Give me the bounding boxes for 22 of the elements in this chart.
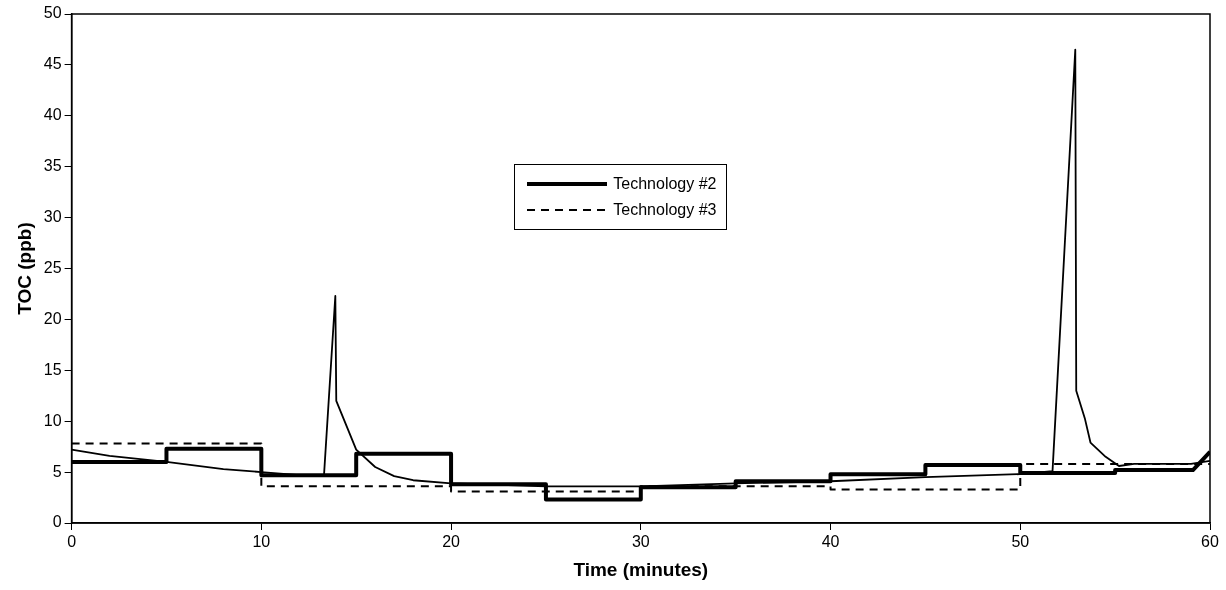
x-tick-label: 60 [1201, 533, 1219, 551]
x-axis-title: Time (minutes) [573, 558, 709, 580]
x-tick-label: 50 [1011, 533, 1030, 551]
x-tick-label: 30 [631, 533, 650, 551]
y-tick-label: 50 [43, 4, 62, 22]
legend-label: Technology #2 [613, 175, 717, 194]
y-tick-label: 10 [43, 411, 62, 429]
y-tick-label: 5 [52, 462, 62, 480]
x-tick-label: 40 [821, 533, 840, 551]
y-tick-label: 35 [43, 157, 62, 175]
y-tick-label: 15 [43, 360, 62, 378]
y-tick-label: 40 [43, 106, 62, 124]
y-tick-label: 30 [43, 208, 62, 226]
y-axis-title: TOC (ppb) [13, 222, 35, 315]
x-tick-label: 0 [67, 533, 77, 551]
x-tick-label: 20 [442, 533, 461, 551]
x-tick-label: 10 [252, 533, 271, 551]
legend-label: Technology #3 [613, 201, 717, 220]
y-tick-label: 20 [43, 309, 62, 327]
y-tick-label: 25 [43, 258, 62, 276]
y-tick-label: 0 [52, 513, 62, 531]
y-tick-label: 45 [43, 55, 62, 73]
